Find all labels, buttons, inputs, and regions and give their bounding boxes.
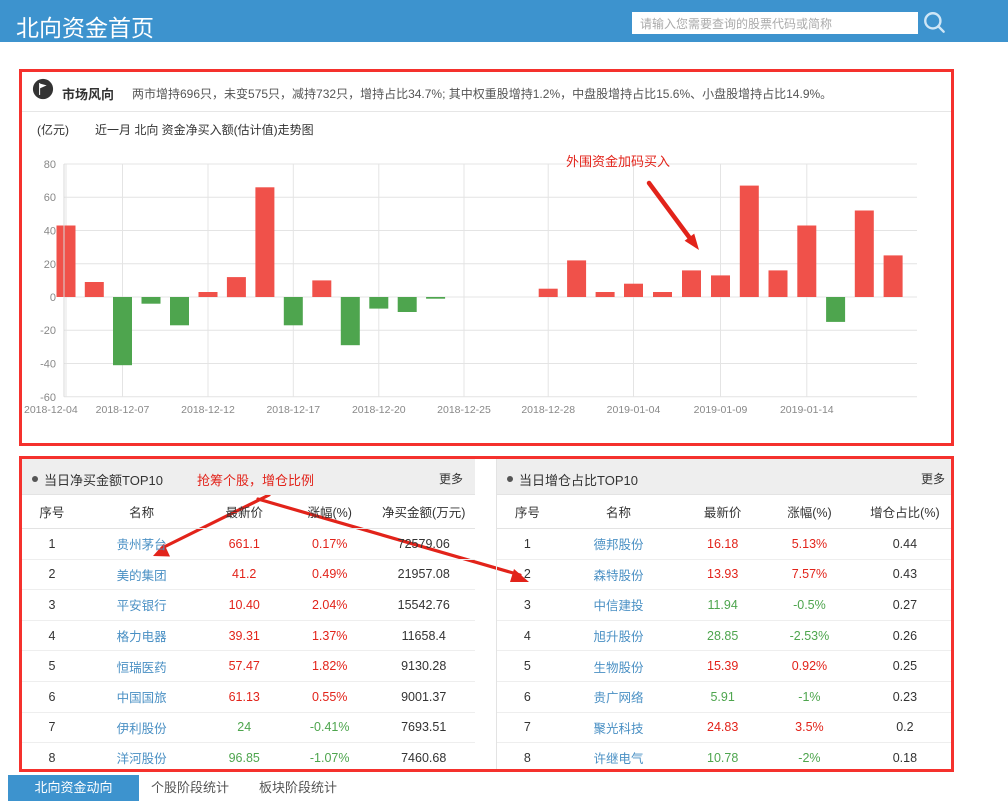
svg-text:-60: -60	[40, 392, 56, 404]
svg-text:20: 20	[44, 259, 56, 271]
svg-text:2018-12-20: 2018-12-20	[352, 404, 406, 416]
svg-text:2018-12-04: 2018-12-04	[24, 404, 78, 416]
svg-text:0: 0	[50, 292, 56, 304]
svg-text:2018-12-17: 2018-12-17	[266, 404, 320, 416]
svg-text:2019-01-04: 2019-01-04	[607, 404, 661, 416]
svg-text:40: 40	[44, 226, 56, 238]
svg-text:2018-12-12: 2018-12-12	[181, 404, 235, 416]
svg-text:80: 80	[44, 159, 56, 171]
svg-text:-20: -20	[40, 325, 56, 337]
svg-text:2019-01-14: 2019-01-14	[780, 404, 834, 416]
svg-text:2018-12-28: 2018-12-28	[521, 404, 575, 416]
svg-text:2019-01-09: 2019-01-09	[694, 404, 748, 416]
svg-text:2018-12-25: 2018-12-25	[437, 404, 491, 416]
svg-text:2018-12-07: 2018-12-07	[96, 404, 150, 416]
svg-text:-40: -40	[40, 359, 56, 371]
svg-text:60: 60	[44, 192, 56, 204]
